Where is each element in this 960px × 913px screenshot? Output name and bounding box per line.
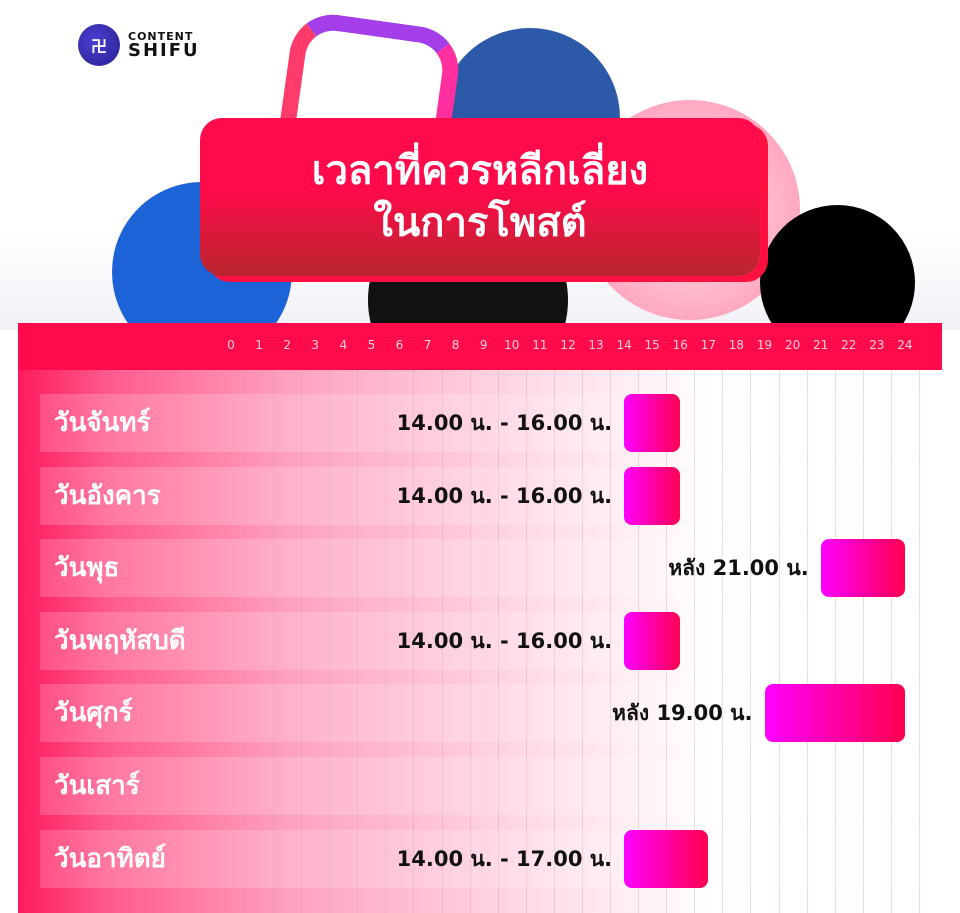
gridline [329,370,331,913]
day-label: วันศุกร์ [54,698,133,729]
axis-band [18,323,942,370]
x-tick-label: 1 [255,338,263,352]
gridline [301,370,303,913]
gridline [469,370,471,913]
x-tick-label: 18 [728,338,745,352]
brand-mark-icon: 卍 [78,24,120,66]
x-tick-label: 10 [504,338,520,352]
gridline [553,370,555,913]
time-range-label: 14.00 น. - 16.00 น. [396,483,613,508]
gridline [750,370,752,913]
brand-line1: CONTENT [128,29,194,43]
day-label: วันพุธ [54,553,120,584]
time-range-label: 14.00 น. - 16.00 น. [396,411,613,435]
x-tick-label: 16 [672,338,688,352]
gridline [385,370,387,913]
day-label: วันอาทิตย์ [54,843,166,874]
gridline [413,370,415,913]
schedule-chart: 0 1 2 3 4 5 6 7 8 9 10 11 12 13 14 15 16 17 18 19 20 21 22 23 24… [18,323,942,913]
x-tick-label: 14 [616,338,632,352]
gridline [610,370,612,913]
day-row [40,394,920,452]
x-tick-label: 6 [395,338,404,352]
x-tick-label: 22 [841,338,857,352]
gridline [581,370,583,913]
x-tick-label: 17 [700,338,716,352]
time-range-label: หลัง 21.00 น. [668,556,809,581]
brand-logo: 卍 CONTENT SHIFU [78,24,200,66]
time-range-bar [624,829,709,888]
chart-background [18,370,942,913]
gridline [778,370,780,913]
gridline [357,370,359,913]
x-tick-label: 11 [532,338,548,352]
gridline [918,370,920,913]
gridline [525,370,527,913]
x-tick-label: 5 [367,338,376,352]
x-tick-label: 21 [813,338,829,352]
gridline [245,370,246,913]
title-box: เวลาที่ควรหลีกเลี่ยง ในการโพสต์ [200,118,760,276]
x-tick-label: 4 [339,338,348,352]
brand-line2: SHIFU [128,39,200,61]
x-tick-label: 3 [311,338,320,352]
gridline [273,370,275,913]
day-row [40,757,920,815]
day-label: วันเสาร์ [54,771,140,801]
gridline [694,370,696,913]
x-tick-label: 23 [869,338,885,352]
x-tick-label: 9 [479,338,488,352]
x-tick-label: 13 [588,338,604,352]
gridline [441,370,443,913]
gridline [722,370,724,913]
title-line1: เวลาที่ควรหลีกเลี่ยง [311,148,649,194]
gridline [834,370,836,913]
gridline [497,370,499,913]
x-tick-label: 20 [784,338,801,352]
time-range-bar [624,611,681,670]
day-label: วันอังคาร [54,480,161,511]
day-label: วันจันทร์ [54,408,151,438]
x-tick-label: 12 [560,338,576,352]
x-tick-label: 7 [423,338,432,352]
day-row [40,611,920,670]
day-label: วันพฤหัสบดี [54,625,186,656]
x-tick-label: 15 [644,338,660,352]
x-tick-label: 8 [451,338,460,352]
x-tick-label: 0 [227,338,235,352]
time-range-bar [624,394,681,452]
gridline [862,370,864,913]
time-range-bar [764,684,905,743]
day-row [40,539,920,598]
day-row [40,466,920,525]
time-range-label: หลัง 19.00 น. [612,701,753,726]
x-tick-label: 19 [756,338,773,352]
time-range-label: 14.00 น. - 17.00 น. [396,846,613,871]
title-line2: ในการโพสต์ [373,200,587,246]
gridline [806,370,808,913]
x-tick-label: 24 [897,338,913,352]
day-row [40,829,920,888]
time-range-bar [624,466,681,525]
time-range-label: 14.00 น. - 16.00 น. [396,628,613,653]
time-range-bar [820,539,905,598]
x-tick-label: 2 [283,338,291,352]
gridline [890,370,892,913]
